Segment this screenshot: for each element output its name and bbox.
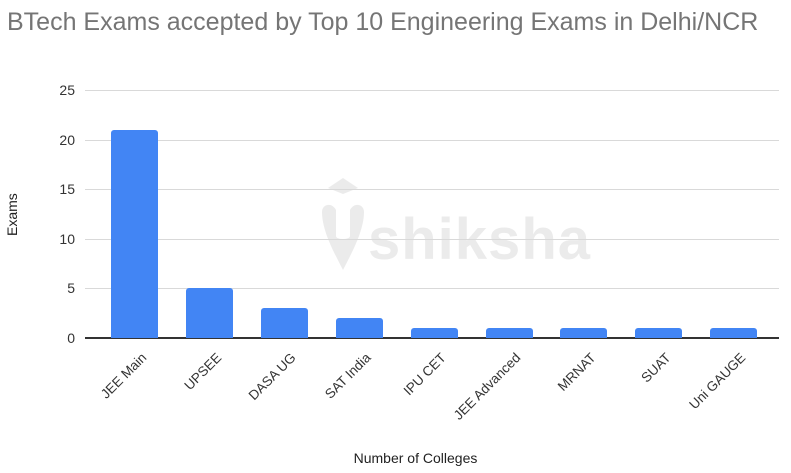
x-tick-label: Uni GAUGE: [686, 350, 749, 413]
bar-sat-india[interactable]: [335, 318, 383, 338]
x-axis-line: [85, 337, 779, 339]
gridline: [85, 238, 779, 240]
y-tick-label: 0: [67, 330, 75, 346]
x-axis-label: Number of Colleges: [353, 450, 478, 466]
bar-dasa-ug[interactable]: [260, 308, 308, 338]
bar-suat[interactable]: [635, 328, 683, 338]
bar-upsee[interactable]: [185, 288, 233, 338]
y-axis-label: Exams: [4, 193, 20, 236]
y-tick-label: 20: [59, 131, 75, 148]
x-tick-label: SUAT: [638, 350, 674, 386]
gridline: [85, 90, 779, 91]
x-tick-label: UPSEE: [181, 350, 225, 393]
x-tick-label: JEE Advanced: [450, 350, 524, 423]
x-tick-label: IPU CET: [400, 350, 449, 399]
bar-mrnat[interactable]: [560, 328, 608, 338]
x-tick-label: JEE Main: [97, 350, 150, 402]
gridline: [85, 139, 779, 141]
bar-uni-gauge[interactable]: [710, 328, 758, 338]
plot-area: 0 5 10 15 20 25: [59, 82, 779, 346]
bar-jee-main[interactable]: [111, 129, 158, 338]
x-tick-label: DASA UG: [245, 350, 299, 404]
bar-jee-advanced[interactable]: [485, 328, 533, 338]
x-tick-label: MRNAT: [554, 350, 599, 394]
y-tick-label: 25: [59, 82, 75, 98]
y-tick-label: 10: [59, 230, 75, 247]
y-tick-label: 15: [59, 181, 75, 198]
y-tick-label: 5: [67, 280, 75, 297]
x-tick-label: SAT India: [322, 350, 374, 402]
gridline: [85, 189, 779, 191]
chart-title: BTech Exams accepted by Top 10 Engineeri…: [7, 8, 759, 36]
gridline: [85, 288, 779, 290]
bar-ipu-cet[interactable]: [410, 328, 458, 338]
